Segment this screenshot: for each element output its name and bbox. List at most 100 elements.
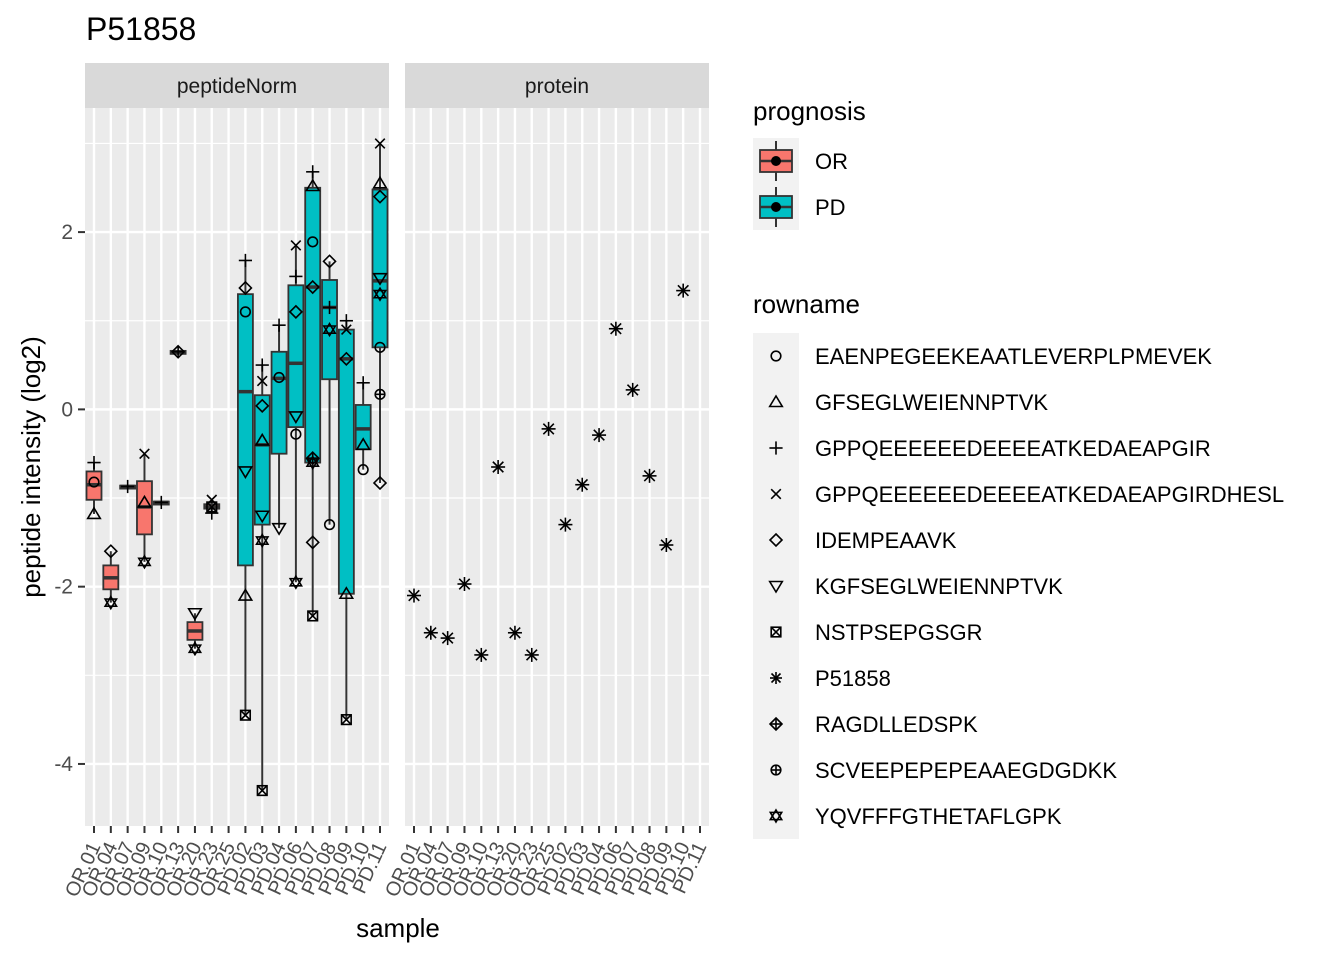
point-circle xyxy=(239,306,252,318)
legend-item-nstpsepgsgr: NSTPSEPGSGR xyxy=(770,620,982,645)
point-asterisk xyxy=(440,631,455,646)
box-body xyxy=(253,394,271,526)
plot-panels: peptideNormOR.01OR.04OR.07OR.09OR.10OR.1… xyxy=(54,63,712,901)
point-circle xyxy=(307,236,319,248)
legend-title: prognosis xyxy=(753,96,866,126)
point-triangle-down xyxy=(187,607,203,621)
legend-label: SCVEEPEPEPEAAEGDGDKK xyxy=(815,758,1117,783)
point-triangle-down xyxy=(254,510,270,524)
strip-label: peptideNorm xyxy=(177,75,297,98)
point-star-david xyxy=(187,641,203,657)
point-triangle-up xyxy=(338,586,355,600)
point-triangle-up xyxy=(254,432,270,446)
box-body xyxy=(270,350,288,455)
point-plus xyxy=(339,314,353,328)
legend-label: IDEMPEAAVK xyxy=(815,528,957,553)
point-plus xyxy=(154,495,168,510)
point-star-david xyxy=(103,595,118,611)
protein-points xyxy=(407,283,691,662)
strip-protein xyxy=(405,63,709,108)
point-diamond xyxy=(103,544,118,559)
point-asterisk xyxy=(592,428,607,443)
point-asterisk xyxy=(423,625,438,640)
boxplots xyxy=(85,143,389,791)
box-or-20 xyxy=(186,613,204,649)
legend-label: GPPQEEEEEEDEEEEATKEDAEAPGIRDHESL xyxy=(815,482,1284,507)
peptide-points xyxy=(86,138,388,797)
point-circle xyxy=(88,476,100,488)
legend-item-eaenpegeekeaatleverplpmevek: EAENPEGEEKEAATLEVERPLPMEVEK xyxy=(770,344,1212,369)
point-triangle-down xyxy=(288,411,304,425)
strip-peptidenorm xyxy=(85,63,389,108)
point-asterisk xyxy=(474,647,489,662)
point-asterisk xyxy=(457,577,472,592)
legend-key-diamond-plus xyxy=(768,716,784,732)
legend-item-p51858: P51858 xyxy=(770,666,891,691)
point-plus xyxy=(87,455,101,470)
point-diamond xyxy=(255,398,270,413)
point-diamond-plus xyxy=(305,451,320,466)
legend-label: OR xyxy=(815,149,848,174)
point-plus xyxy=(238,253,253,268)
panel-background xyxy=(405,108,709,826)
point-square-cross xyxy=(340,714,352,726)
y-axis: -4 -2 0 2 xyxy=(54,221,85,776)
legend-key-star-david xyxy=(768,808,784,824)
legend-item-yqvfffgthetaflgpk: YQVFFFGTHETAFLGPK xyxy=(768,804,1062,829)
point-plus xyxy=(356,376,370,390)
point-triangle-down xyxy=(271,522,287,536)
legend-key-cross xyxy=(770,488,782,500)
legend-key-dot xyxy=(771,202,781,212)
legend-item-idempeaavk: IDEMPEAAVK xyxy=(768,528,957,553)
point-plus xyxy=(121,479,135,494)
legend-item-gppqeeeeeedeeeeatkedaeapgir: GPPQEEEEEEDEEEEATKEDAEAPGIR xyxy=(769,436,1211,461)
legend-key-bg xyxy=(753,333,799,839)
box-pd-08 xyxy=(321,261,338,525)
legend-label: EAENPEGEEKEAATLEVERPLPMEVEK xyxy=(815,344,1212,369)
legend-key-dot xyxy=(771,156,781,166)
legend-label: YQVFFFGTHETAFLGPK xyxy=(815,804,1062,829)
legend-item-kgfseglweiennptvk: KGFSEGLWEIENNPTVK xyxy=(768,574,1063,599)
prognosis-legend: prognosis OR PD xyxy=(753,96,866,230)
legend-item-scveepepepeaaegdgdkk: SCVEEPEPEPEAAEGDGDKK xyxy=(770,758,1117,783)
x-axis-label: sample xyxy=(356,913,440,943)
box-pd-04 xyxy=(270,325,288,529)
point-square-cross xyxy=(256,784,268,797)
point-asterisk xyxy=(575,477,590,492)
point-asterisk xyxy=(491,460,506,474)
point-cross xyxy=(290,240,302,251)
legend-label: RAGDLLEDSPK xyxy=(815,712,978,737)
point-triangle-up xyxy=(136,494,153,508)
point-asterisk xyxy=(507,625,522,640)
point-star-david xyxy=(137,554,152,570)
point-cross xyxy=(340,324,352,335)
point-triangle-up xyxy=(86,506,102,520)
legend-label: NSTPSEPGSGR xyxy=(815,620,982,645)
point-asterisk xyxy=(407,588,421,603)
point-asterisk xyxy=(659,538,674,553)
point-cross xyxy=(139,448,150,460)
point-plus xyxy=(306,165,320,179)
point-circle xyxy=(374,341,386,353)
legend-label: GPPQEEEEEEDEEEEATKEDAEAPGIR xyxy=(815,436,1211,461)
point-triangle-up xyxy=(304,178,321,192)
y-tick-label: 2 xyxy=(61,221,73,244)
point-star-david xyxy=(255,533,270,549)
point-star-david xyxy=(288,574,303,590)
point-diamond xyxy=(372,475,388,491)
box-pd-07 xyxy=(304,171,322,616)
box-body xyxy=(321,279,338,381)
box-or-04 xyxy=(102,551,120,603)
legend-key-asterisk xyxy=(770,672,782,684)
box-body xyxy=(287,284,305,429)
legend-title: rowname xyxy=(753,289,860,319)
point-triangle-down xyxy=(372,272,388,286)
point-diamond xyxy=(339,351,354,366)
legend-label: KGFSEGLWEIENNPTVK xyxy=(815,574,1063,599)
point-plus xyxy=(255,358,269,372)
legend-label: PD xyxy=(815,195,846,220)
box-body xyxy=(304,186,322,464)
point-square-cross xyxy=(307,610,319,622)
point-diamond xyxy=(305,279,320,295)
